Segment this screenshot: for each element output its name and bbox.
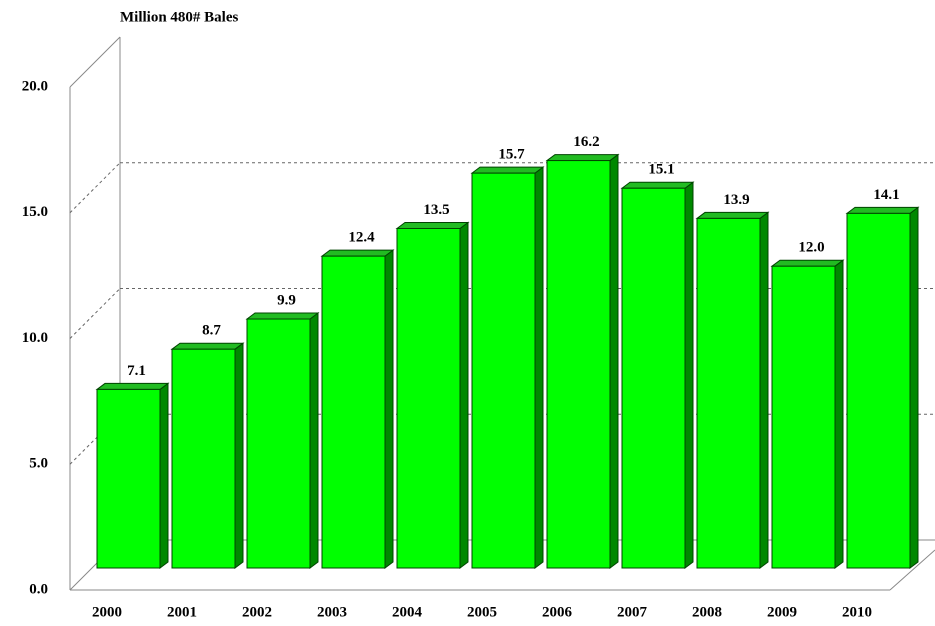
bar [696, 217, 761, 569]
value-label: 7.1 [127, 363, 146, 379]
bar [546, 160, 611, 569]
bar-side [684, 181, 694, 569]
bar [321, 255, 386, 569]
x-tick-label: 2001 [167, 604, 197, 620]
bar-side [534, 166, 544, 569]
bar-side [909, 206, 919, 569]
bar-side [759, 211, 769, 569]
bar-top [245, 312, 320, 320]
bar-top [95, 382, 170, 390]
side-wall-edge [69, 36, 121, 88]
value-label: 13.9 [723, 192, 749, 208]
bar [771, 265, 836, 569]
y-tick-label: 5.0 [29, 456, 48, 472]
bar-top [620, 181, 695, 189]
y-tick-label: 0.0 [29, 581, 48, 597]
bar [846, 212, 911, 569]
bar-top [545, 154, 620, 162]
value-label: 13.5 [423, 202, 449, 218]
bar [246, 318, 311, 569]
x-tick-label: 2002 [242, 604, 272, 620]
x-tick-label: 2007 [617, 604, 648, 620]
chart-title: Million 480# Bales [120, 9, 239, 25]
value-label: 12.4 [348, 230, 375, 246]
bar [171, 348, 236, 569]
value-label: 16.2 [573, 134, 599, 150]
x-tick-label: 2005 [467, 604, 497, 620]
grid-line [69, 288, 121, 339]
bar-top [320, 249, 395, 257]
y-tick-label: 10.0 [22, 330, 48, 346]
bar-side [159, 382, 169, 569]
bar-side [384, 249, 394, 569]
value-label: 9.9 [277, 292, 296, 308]
bar-top [695, 211, 770, 219]
x-tick-label: 2004 [392, 604, 423, 620]
bar-top [770, 259, 845, 267]
bar [471, 172, 536, 569]
bar-top [395, 221, 470, 229]
floor-right [889, 549, 935, 591]
value-label: 14.1 [873, 187, 899, 203]
y-tick-label: 20.0 [22, 78, 48, 94]
bar [96, 388, 161, 569]
x-tick-label: 2009 [767, 604, 797, 620]
x-tick-label: 2000 [92, 604, 122, 620]
bar-side [609, 153, 619, 569]
value-label: 15.7 [498, 147, 525, 163]
value-label: 15.1 [648, 162, 674, 178]
value-label: 12.0 [798, 240, 824, 256]
value-label: 8.7 [202, 323, 221, 339]
bar-side [834, 259, 844, 569]
bar-side [309, 312, 319, 569]
bar-top [845, 206, 920, 214]
grid-line [69, 162, 121, 214]
x-tick-label: 2010 [842, 604, 872, 620]
bar-top [470, 166, 545, 174]
bar [396, 227, 461, 569]
x-tick-label: 2008 [692, 604, 722, 620]
y-tick-label: 15.0 [22, 204, 48, 220]
bar [621, 187, 686, 569]
x-tick-label: 2003 [317, 604, 347, 620]
x-tick-label: 2006 [542, 604, 573, 620]
bar-side [234, 342, 244, 569]
bar-side [459, 221, 469, 569]
bar-top [170, 342, 245, 350]
